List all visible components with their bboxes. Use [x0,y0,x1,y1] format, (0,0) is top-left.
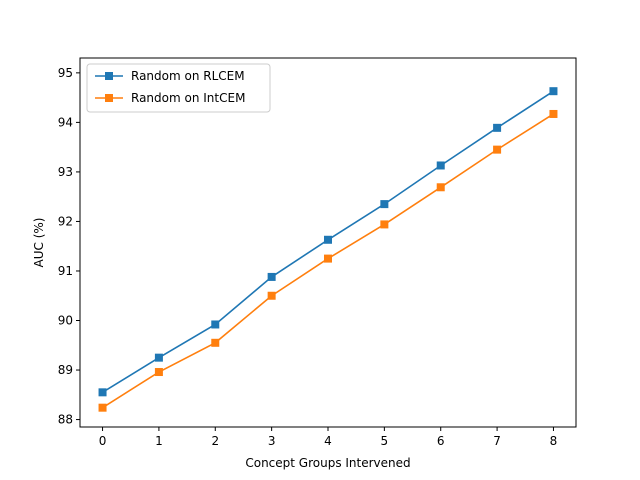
data-point [324,235,332,244]
data-point [211,338,220,347]
data-point [154,353,163,362]
data-point [549,109,558,118]
legend-box [86,63,271,113]
y-tick-label: 88 [58,413,73,427]
data-point [493,123,502,132]
y-axis-label: AUC (%) [32,218,46,268]
y-tick-label: 93 [58,165,73,179]
data-point [98,403,107,412]
y-tick-label: 92 [58,214,73,228]
x-tick-label: 1 [155,434,163,448]
x-tick-label: 3 [268,434,276,448]
legend-label: Random on RLCEM [131,69,245,83]
data-point [380,220,389,229]
data-point [324,254,332,263]
x-tick-label: 6 [437,434,445,448]
y-tick-label: 89 [58,363,73,377]
data-point [380,200,389,209]
x-tick-label: 8 [550,434,558,448]
x-tick-label: 2 [211,434,219,448]
data-point [436,183,445,192]
series-layer [98,87,558,412]
data-point [436,161,445,170]
legend-marker [105,94,113,102]
legend: Random on RLCEM Random on IntCEM [86,63,271,113]
data-point [493,145,502,154]
legend-entry: Random on RLCEM [95,69,245,83]
legend-entry: Random on IntCEM [95,91,245,105]
data-point [98,388,107,397]
x-tick-label: 5 [381,434,389,448]
x-tick-label: 0 [99,434,107,448]
data-point [267,291,276,300]
legend-marker [105,72,113,80]
y-tick-label: 95 [58,66,73,80]
series-1 [98,87,558,397]
y-tick-label: 90 [58,314,73,328]
x-tick-label: 7 [493,434,501,448]
x-tick-label: 4 [324,434,332,448]
y-tick-label: 91 [58,264,73,278]
y-tick-label: 94 [58,115,73,129]
data-point [267,272,276,281]
data-point [211,320,220,329]
data-point [549,87,558,96]
data-point [154,368,163,377]
legend-label: Random on IntCEM [131,91,245,105]
series-2 [98,109,558,412]
x-axis-label: Concept Groups Intervened [245,456,410,470]
